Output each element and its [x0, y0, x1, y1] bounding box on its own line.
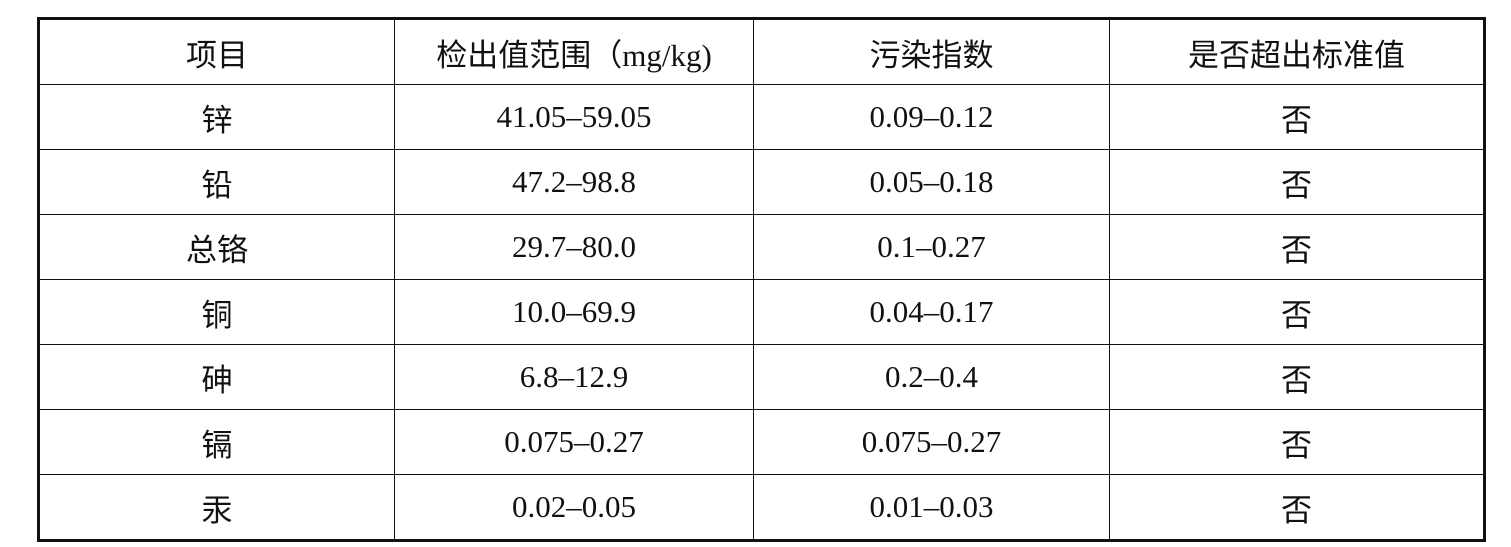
table-body: 锌 41.05–59.05 0.09–0.12 否铅 47.2–98.8 0.05–0.1… — [38, 84, 1485, 541]
table-cell: 否 — [1109, 409, 1485, 475]
data-table: 项目 检出值范围（mg/kg) 污染指数 是否超出标准值 锌 41.05–59.05 0.… — [37, 17, 1486, 542]
table-cell: 锌 — [38, 84, 395, 150]
table-cell: 0.02–0.05 — [394, 474, 754, 541]
table-cell: 否 — [1109, 214, 1485, 280]
table-cell: 总铬 — [38, 214, 395, 280]
table-row: 镉 0.075–0.27 0.075–0.27 否 — [38, 409, 1485, 475]
table-cell: 0.075–0.27 — [394, 409, 754, 475]
table-cell: 0.1–0.27 — [753, 214, 1110, 280]
header-cell: 污染指数 — [753, 18, 1110, 85]
table-cell: 0.2–0.4 — [753, 344, 1110, 410]
table-row: 铅 47.2–98.8 0.05–0.18 否 — [38, 149, 1485, 215]
table-cell: 铜 — [38, 279, 395, 345]
table-cell: 29.7–80.0 — [394, 214, 754, 280]
table-row: 锌 41.05–59.05 0.09–0.12 否 — [38, 84, 1485, 150]
table-cell: 镉 — [38, 409, 395, 475]
header-cell: 是否超出标准值 — [1109, 18, 1485, 85]
table-cell: 汞 — [38, 474, 395, 541]
table-cell: 10.0–69.9 — [394, 279, 754, 345]
table-row: 铜 10.0–69.9 0.04–0.17 否 — [38, 279, 1485, 345]
table-cell: 47.2–98.8 — [394, 149, 754, 215]
table-cell: 0.05–0.18 — [753, 149, 1110, 215]
table-row: 汞 0.02–0.05 0.01–0.03 否 — [38, 474, 1485, 541]
table-cell: 6.8–12.9 — [394, 344, 754, 410]
table-header: 项目 检出值范围（mg/kg) 污染指数 是否超出标准值 — [38, 18, 1485, 85]
table-cell: 0.09–0.12 — [753, 84, 1110, 150]
table-cell: 否 — [1109, 474, 1485, 541]
header-cell: 检出值范围（mg/kg) — [394, 18, 754, 85]
header-row: 项目 检出值范围（mg/kg) 污染指数 是否超出标准值 — [38, 18, 1485, 85]
table-row: 砷 6.8–12.9 0.2–0.4 否 — [38, 344, 1485, 410]
table-cell: 否 — [1109, 344, 1485, 410]
header-cell: 项目 — [38, 18, 395, 85]
table-cell: 否 — [1109, 84, 1485, 150]
table-row: 总铬 29.7–80.0 0.1–0.27 否 — [38, 214, 1485, 280]
table-cell: 铅 — [38, 149, 395, 215]
table-cell: 0.075–0.27 — [753, 409, 1110, 475]
table-cell: 砷 — [38, 344, 395, 410]
table-cell: 否 — [1109, 279, 1485, 345]
table-cell: 0.04–0.17 — [753, 279, 1110, 345]
table-cell: 41.05–59.05 — [394, 84, 754, 150]
table-cell: 0.01–0.03 — [753, 474, 1110, 541]
table-cell: 否 — [1109, 149, 1485, 215]
